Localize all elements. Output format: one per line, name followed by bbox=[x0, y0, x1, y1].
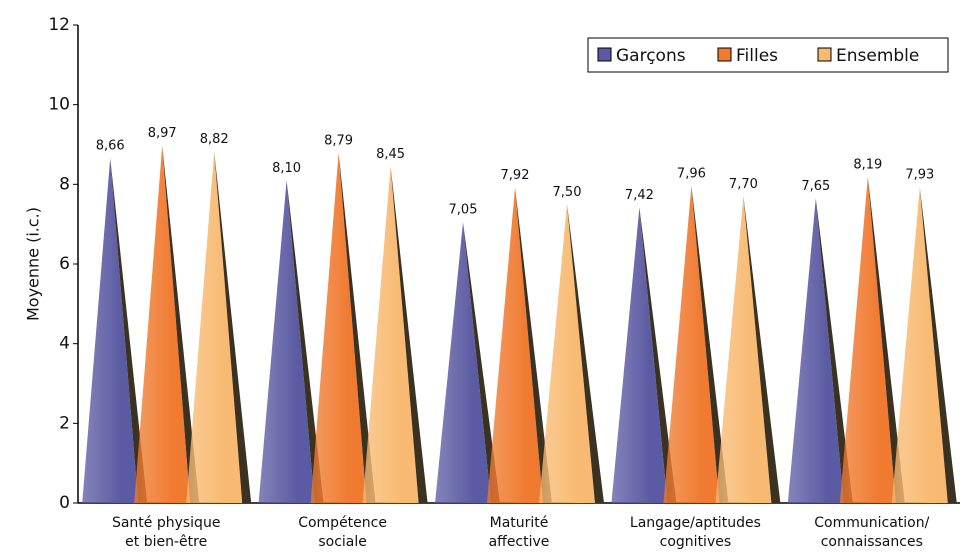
x-tick-label-line: affective bbox=[489, 534, 550, 550]
legend: Garçons Filles Ensemble bbox=[587, 37, 949, 73]
legend-swatch bbox=[597, 47, 612, 62]
x-tick-label: Communication/connaissances bbox=[814, 515, 929, 550]
bar bbox=[487, 187, 543, 503]
value-label: 8,79 bbox=[324, 133, 353, 148]
y-tick-label: 8 bbox=[59, 174, 70, 194]
legend-label: Garçons bbox=[616, 46, 686, 66]
y-tick-label: 4 bbox=[59, 334, 70, 354]
bar-shadow bbox=[567, 204, 604, 503]
value-label: 8,45 bbox=[376, 147, 405, 162]
value-label: 7,70 bbox=[729, 177, 758, 192]
bar-shadow bbox=[639, 207, 677, 504]
bar-shadow bbox=[815, 198, 853, 503]
bar-shadow bbox=[867, 176, 905, 503]
x-tick-label-line: connaissances bbox=[821, 534, 923, 550]
bar bbox=[258, 180, 315, 503]
bar bbox=[715, 196, 772, 504]
bar bbox=[611, 207, 668, 504]
bar-shadow bbox=[110, 158, 148, 503]
x-tick-label-line: et bien-être bbox=[125, 534, 207, 550]
value-label: 7,65 bbox=[801, 179, 830, 194]
value-label: 8,97 bbox=[148, 126, 177, 141]
legend-box bbox=[587, 37, 949, 73]
bar-shadow bbox=[743, 196, 781, 504]
value-label: 7,05 bbox=[449, 203, 478, 218]
x-tick-label: Maturité affective bbox=[489, 515, 550, 550]
bar bbox=[663, 185, 720, 503]
value-label: 7,50 bbox=[553, 185, 582, 200]
x-tick-label-line: cognitives bbox=[660, 534, 731, 550]
x-tick-label-line: sociale bbox=[318, 534, 367, 550]
bar bbox=[310, 152, 367, 504]
bar-shadow bbox=[691, 185, 729, 503]
bar bbox=[82, 158, 139, 503]
bar bbox=[186, 151, 243, 504]
x-tick-label-line: Santé physique bbox=[112, 515, 221, 531]
bar-shadow bbox=[338, 152, 376, 504]
legend-label: Ensemble bbox=[836, 46, 919, 66]
value-label: 8,82 bbox=[200, 132, 229, 147]
bar bbox=[539, 204, 595, 503]
y-tick-label: 12 bbox=[48, 15, 70, 35]
x-tick-label-line: Communication/ bbox=[814, 515, 929, 531]
value-label: 7,92 bbox=[501, 168, 530, 183]
x-tick-label-line: Maturité bbox=[490, 515, 549, 531]
y-tick-label: 0 bbox=[59, 493, 70, 513]
bar bbox=[362, 166, 419, 504]
value-label: 7,96 bbox=[677, 166, 706, 181]
y-tick-label: 6 bbox=[59, 254, 70, 274]
bar-shadow bbox=[286, 180, 324, 503]
legend-swatch bbox=[717, 47, 732, 62]
bar bbox=[435, 222, 491, 504]
y-tick-label: 2 bbox=[59, 413, 70, 433]
bar-shadow bbox=[463, 222, 500, 504]
y-tick-label: 10 bbox=[48, 95, 70, 115]
y-axis-label: Moyenne (i.c.) bbox=[24, 207, 43, 321]
legend-label: Filles bbox=[736, 46, 778, 66]
bar bbox=[787, 198, 844, 503]
x-tick-label: Langage/aptitudes cognitives bbox=[630, 515, 761, 550]
bar-shadow bbox=[515, 187, 552, 503]
value-label: 8,19 bbox=[853, 157, 882, 172]
legend-swatch bbox=[817, 47, 832, 62]
bar-shadow bbox=[919, 187, 957, 503]
value-label: 8,10 bbox=[272, 161, 301, 176]
bar-shadow bbox=[214, 151, 252, 504]
bar bbox=[839, 176, 896, 503]
x-tick-label-line: Langage/aptitudes bbox=[630, 515, 761, 531]
bar bbox=[891, 187, 948, 503]
value-label: 7,42 bbox=[625, 188, 654, 203]
value-label: 8,66 bbox=[96, 139, 125, 154]
x-tick-label: Compétence sociale bbox=[298, 515, 387, 550]
bar-shadow bbox=[390, 166, 428, 504]
bar-shadow bbox=[162, 145, 200, 503]
bar bbox=[134, 145, 191, 503]
x-tick-label: Santé physique et bien-être bbox=[112, 515, 221, 550]
value-label: 7,93 bbox=[905, 168, 934, 183]
x-tick-label-line: Compétence bbox=[298, 515, 387, 531]
